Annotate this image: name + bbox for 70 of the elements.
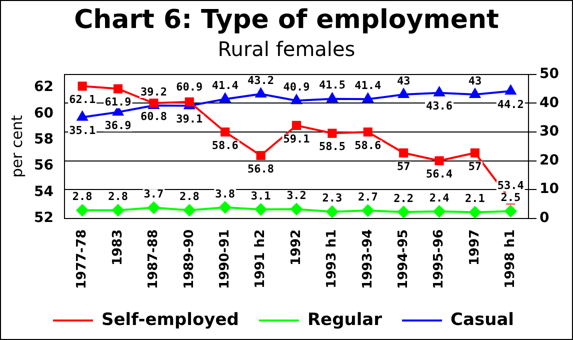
data-label: 36.9 — [104, 118, 132, 132]
y-tick-label: 58 — [34, 131, 54, 148]
data-label: 41.5 — [318, 78, 346, 92]
data-label: 3.8 — [215, 187, 236, 200]
data-label: 61.9 — [104, 96, 132, 109]
data-label: 3.7 — [144, 188, 164, 201]
data-label: 57 — [396, 160, 410, 173]
x-tick-label: 1997 — [467, 229, 482, 266]
y-axis-title: per cent — [8, 114, 26, 178]
data-label: 58.6 — [354, 138, 382, 152]
chart-title: Chart 6: Type of employment — [73, 5, 500, 35]
data-label: 2.8 — [72, 190, 92, 204]
y2-tick-label: 10 — [540, 181, 560, 198]
data-label: 2.8 — [108, 190, 128, 204]
x-tick-label: 1992 — [288, 229, 304, 266]
data-label: 57 — [468, 160, 482, 173]
legend-label: Self-employed — [102, 310, 239, 330]
y-tick-label: 52 — [34, 210, 54, 226]
x-tick-label: 1993 h1 — [324, 229, 340, 288]
data-label: 2.4 — [429, 191, 450, 204]
y-tick-label: 54 — [34, 184, 54, 200]
x-tick-label: 1989-90 — [182, 229, 197, 290]
data-label: 41.4 — [354, 79, 382, 92]
data-label: 2.7 — [358, 190, 378, 204]
x-tick-label: 1987-88 — [146, 229, 162, 290]
chart-subtitle: Rural females — [216, 37, 356, 61]
data-label: 60.9 — [176, 80, 203, 94]
x-tick-label: 1990-91 — [217, 229, 232, 290]
data-label: 43.6 — [426, 100, 453, 113]
data-label: 44.2 — [497, 98, 524, 111]
y2-tick-label: 50 — [540, 66, 560, 82]
data-label: 60.8 — [140, 110, 167, 124]
data-label: 2.8 — [179, 190, 200, 204]
x-tick-label: 1993-94 — [360, 229, 376, 290]
data-label: 3.2 — [286, 188, 306, 202]
data-label: 2.2 — [394, 192, 414, 205]
data-label: 59.1 — [283, 132, 310, 146]
data-label: 56.8 — [248, 162, 274, 176]
x-tick-label: 1998 h1 — [503, 229, 518, 288]
x-tick-label: 1995-96 — [432, 229, 447, 290]
y-tick-label: 56 — [34, 158, 54, 174]
data-label: 58.6 — [212, 138, 239, 152]
data-label: 41.4 — [212, 79, 239, 92]
y2-tick-label: 30 — [540, 124, 560, 140]
data-label: 2.3 — [322, 192, 342, 205]
y2-tick-label: 20 — [540, 152, 560, 168]
data-label: 39.1 — [176, 112, 204, 126]
data-label: 58.5 — [318, 140, 346, 154]
data-label: 3.1 — [250, 189, 272, 202]
data-label: 43 — [396, 74, 410, 88]
x-tick-label: 1983 — [110, 229, 126, 266]
legend-label: Regular — [307, 310, 383, 330]
data-label: 53.4 — [497, 178, 524, 192]
data-label: 40.9 — [283, 80, 310, 94]
y2-tick-label: 0 — [540, 210, 550, 226]
x-tick-label: 1994-95 — [396, 229, 411, 290]
data-label: 2.5 — [500, 190, 521, 204]
data-label: 2.1 — [465, 192, 486, 206]
y-tick-label: 60 — [34, 105, 54, 122]
data-label: 43.2 — [248, 74, 274, 87]
legend-label: Casual — [450, 310, 514, 330]
y2-tick-label: 40 — [540, 94, 560, 111]
data-label: 56.4 — [426, 168, 453, 181]
y-tick-label: 62 — [34, 79, 54, 96]
data-label: 43 — [468, 74, 482, 88]
x-tick-label: 1977-78 — [74, 229, 90, 290]
data-label: 39.2 — [140, 85, 167, 98]
x-tick-label: 1991 h2 — [253, 229, 268, 288]
data-label: 62.1 — [69, 93, 96, 106]
data-label: 35.1 — [69, 124, 96, 138]
